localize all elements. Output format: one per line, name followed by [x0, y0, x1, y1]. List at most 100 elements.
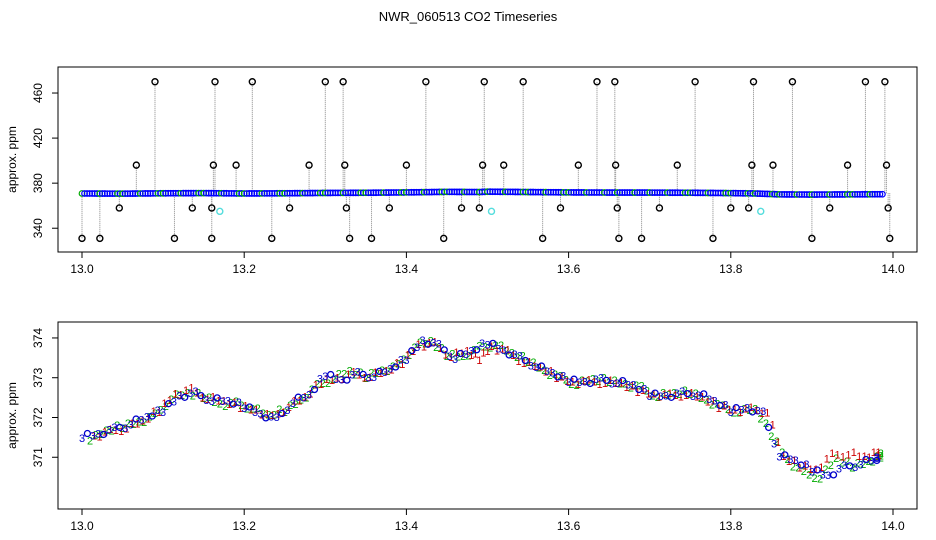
baseline-point [623, 189, 631, 196]
series-point-label: 3 [203, 395, 209, 407]
series-point-label: 2 [860, 459, 866, 471]
series-point-label: 2 [844, 456, 850, 468]
flagged-point [757, 207, 765, 216]
series-point [132, 415, 140, 423]
series-point-label: 2 [184, 387, 190, 399]
series-point-label: 1 [645, 388, 651, 400]
outlier-point [480, 78, 488, 86]
series-point-label: 3 [744, 403, 750, 415]
series-point [310, 385, 319, 394]
series-point-label: 1 [743, 403, 749, 415]
series-point-label: 3 [236, 397, 242, 409]
series-point-label: 2 [287, 400, 293, 412]
series-point-label: 1 [410, 346, 416, 358]
x-tick-label: 14.0 [881, 519, 905, 533]
series-point-label: 3 [365, 372, 371, 384]
series-point-label: 1 [580, 376, 586, 388]
outlier-point [727, 204, 735, 212]
series-point-label: 1 [416, 339, 422, 351]
series-point-label: 2 [633, 380, 639, 392]
series-point-label: 2 [849, 463, 855, 475]
outlier-point [611, 161, 620, 169]
baseline-point [744, 189, 752, 197]
baseline-point [854, 190, 861, 198]
outlier-point [884, 204, 892, 212]
series-point-label: 2 [520, 350, 526, 362]
series-point-label: 1 [829, 448, 835, 460]
outlier-point [881, 78, 889, 86]
series-point-label: 2 [530, 357, 536, 369]
series-point-label: 1 [307, 388, 313, 400]
series-point-label: 2 [547, 370, 553, 382]
series-point-label: 1 [726, 404, 732, 416]
baseline-point [461, 188, 468, 196]
series-point [262, 414, 270, 422]
series-point-label: 2 [206, 392, 212, 404]
series-point-label: 3 [371, 372, 377, 384]
x-tick-label: 14.0 [881, 262, 905, 276]
series-point-label: 2 [790, 461, 796, 473]
series-point-label: 3 [582, 377, 588, 389]
series-point-label: 3 [549, 368, 555, 380]
series-point-label: 3 [403, 355, 409, 367]
series-point-label: 2 [476, 341, 482, 353]
series-point-label: 1 [468, 350, 474, 362]
baseline-point [781, 191, 788, 198]
series-point-label: 2 [785, 454, 791, 466]
plot-frame [57, 321, 918, 510]
y-tick-label: 340 [31, 218, 45, 238]
series-point-label: 1 [210, 392, 216, 404]
series-point-label: 3 [187, 388, 193, 400]
series-point-label: 2 [293, 399, 299, 411]
series-point-label: 3 [576, 377, 582, 389]
outlier-point [574, 161, 583, 169]
series-point-label: 1 [221, 395, 227, 407]
series-point-label: 1 [543, 367, 549, 379]
series-point-label: 1 [443, 349, 449, 361]
series-point-label: 1 [124, 424, 130, 436]
series-point-label: 2 [271, 410, 277, 422]
series-point-label: 2 [341, 369, 347, 381]
series-point-label: 3 [382, 367, 388, 379]
series-point [667, 393, 675, 401]
series-point-label: 2 [222, 401, 228, 413]
series-point-label: 3 [793, 455, 799, 467]
outlier-point [519, 78, 527, 86]
series-point [116, 423, 124, 432]
series-point-label: 2 [617, 379, 623, 391]
series-point-label: 2 [130, 419, 136, 431]
series-point [229, 400, 238, 408]
baseline-point [851, 190, 859, 198]
series-point-label: 1 [151, 406, 157, 418]
series-point-label: 2 [260, 408, 266, 420]
series-point-label: 1 [107, 424, 113, 436]
outlier-point [151, 78, 159, 86]
series-point-label: 2 [109, 426, 115, 438]
series-point-label: 2 [163, 401, 169, 413]
baseline-point [791, 191, 798, 198]
series-point-label: 1 [388, 365, 394, 377]
outlier-point [78, 234, 86, 243]
series-point-label: 1 [459, 348, 465, 360]
series-point-label: 3 [220, 396, 226, 408]
x-tick-label: 13.0 [70, 262, 94, 276]
series-point [391, 363, 400, 371]
series-point-label: 1 [721, 401, 727, 413]
series-point [651, 389, 659, 397]
series-point-label: 1 [559, 372, 565, 384]
baseline-point [773, 190, 781, 198]
baseline-point [783, 191, 791, 198]
baseline-point [776, 190, 783, 198]
series-point-label: 1 [672, 390, 678, 402]
series-point-label: 1 [797, 463, 803, 475]
outlier-point [691, 78, 699, 86]
baseline-point [761, 190, 769, 198]
series-point-label: 2 [768, 431, 774, 443]
series-point-label: 1 [421, 341, 427, 353]
baseline-point [749, 190, 757, 197]
series-point-label: 2 [855, 458, 861, 470]
series-point-label: 3 [630, 379, 636, 391]
series-point-label: 3 [776, 451, 782, 463]
baseline-point [859, 190, 866, 198]
series-point-label: 1 [205, 394, 211, 406]
